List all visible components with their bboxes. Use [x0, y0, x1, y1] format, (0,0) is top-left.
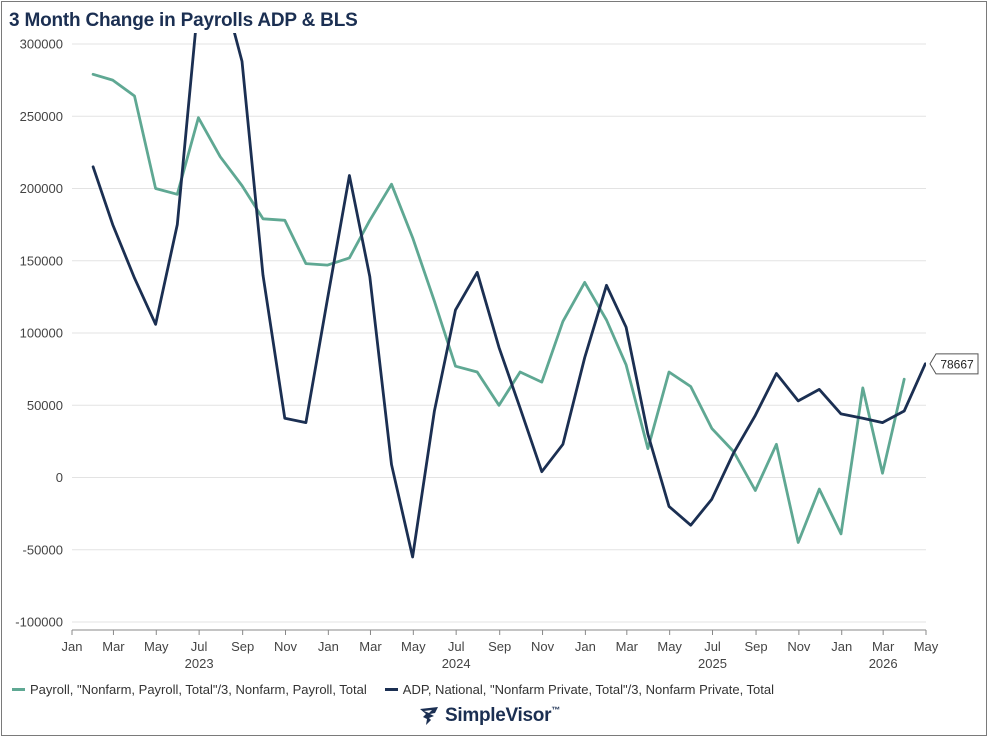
x-tick-label: Mar	[872, 639, 895, 654]
y-tick-label: 150000	[20, 253, 63, 268]
x-tick-label: Jan	[831, 639, 852, 654]
legend-label-bls: Payroll, "Nonfarm, Payroll, Total"/3, No…	[30, 682, 367, 697]
x-tick-label: Jan	[575, 639, 596, 654]
series-lines	[91, 33, 926, 559]
legend: Payroll, "Nonfarm, Payroll, Total"/3, No…	[12, 682, 774, 697]
y-tick-label: 50000	[27, 398, 63, 413]
y-tick-label: 300000	[20, 37, 63, 52]
y-tick-label: -50000	[23, 542, 63, 557]
brand-logo: SimpleVisor™	[418, 705, 560, 727]
legend-item-bls[interactable]: Payroll, "Nonfarm, Payroll, Total"/3, No…	[12, 682, 367, 697]
y-tick-label: 0	[56, 470, 63, 485]
last-value-box	[929, 353, 979, 375]
legend-swatch-bls	[12, 688, 25, 691]
x-tick-label: Mar	[359, 639, 382, 654]
x-tick-label: Jul	[704, 639, 721, 654]
chart-title: 3 Month Change in Payrolls ADP & BLS	[9, 10, 358, 31]
x-tick-label: Jul	[191, 639, 208, 654]
y-tick-label: -100000	[15, 615, 63, 630]
legend-item-adp[interactable]: ADP, National, "Nonfarm Private, Total"/…	[384, 682, 775, 697]
x-tick-label: Jan	[318, 639, 339, 654]
x-year-label: 2026	[869, 656, 898, 671]
eagle-logo-icon	[420, 707, 438, 725]
y-axis-ticks: -100000 -50000 0 50000 100000 150000 200000 250…	[15, 37, 63, 630]
legend-label-adp: ADP, National, "Nonfarm Private, Total"/…	[402, 682, 775, 697]
x-tick-label: Sep	[488, 639, 511, 654]
x-tick-label: Mar	[616, 639, 639, 654]
series-line-adp	[91, 33, 926, 559]
x-tick-label: Sep	[744, 639, 767, 654]
x-year-label: 2025	[698, 656, 727, 671]
x-tick-label: Nov	[531, 639, 555, 654]
x-year-label: 2023	[185, 656, 214, 671]
x-tick-label: Jul	[448, 639, 465, 654]
x-tick-label: Sep	[231, 639, 254, 654]
x-tick-label: Nov	[274, 639, 298, 654]
x-axis: Jan Mar May Jul 2023 Sep Nov Jan Mar May Jul 2024 Se…	[62, 629, 939, 671]
x-tick-label: Nov	[787, 639, 811, 654]
series-line-bls	[91, 72, 906, 544]
brand-name: SimpleVisor™	[445, 705, 560, 726]
last-value-text: 78667	[940, 357, 974, 371]
x-tick-label: Jan	[62, 639, 83, 654]
x-tick-label: May	[144, 639, 169, 654]
x-tick-label: Mar	[102, 639, 125, 654]
y-tick-label: 250000	[20, 109, 63, 124]
x-tick-label: May	[401, 639, 426, 654]
y-tick-label: 100000	[20, 326, 63, 341]
last-value-label: 78667	[929, 353, 979, 375]
legend-swatch-adp	[384, 688, 398, 691]
grid-lines	[72, 43, 926, 623]
y-tick-label: 200000	[20, 181, 63, 196]
x-tick-label: May	[657, 639, 682, 654]
x-tick-label: May	[914, 639, 939, 654]
x-year-label: 2024	[442, 656, 471, 671]
